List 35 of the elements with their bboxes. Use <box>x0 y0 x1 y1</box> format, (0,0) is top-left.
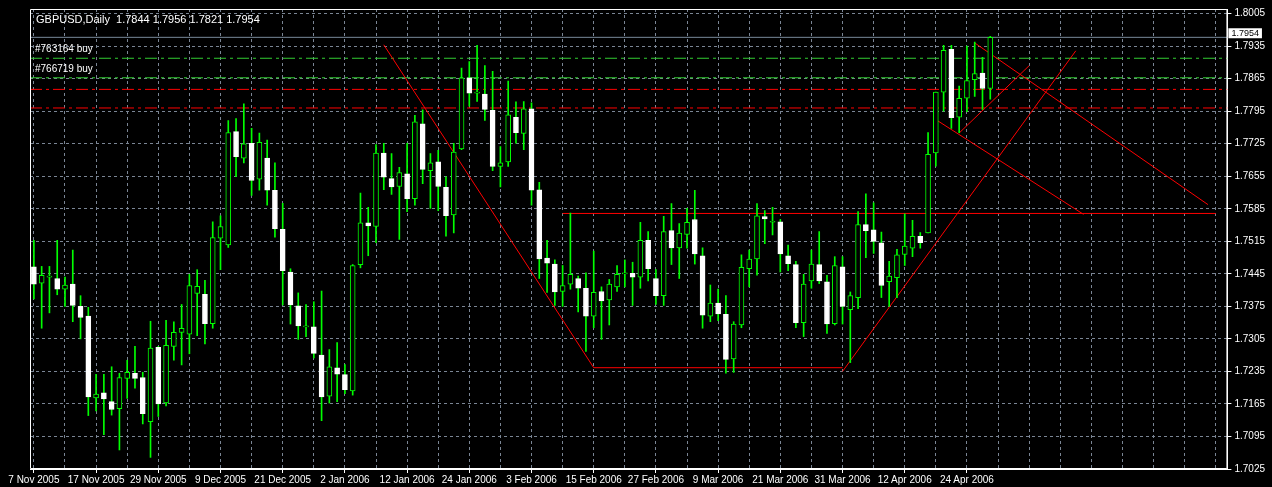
x-tick-label: 21 Mar 2006 <box>752 473 809 485</box>
chart-title: GBPUSD,Daily 1.7844 1.7956 1.7821 1.7954 <box>36 13 260 25</box>
ref-line-label: #766719 buy <box>35 62 93 74</box>
y-tick-label: 1.7795 <box>1234 104 1266 116</box>
y-tick-label: 1.7725 <box>1234 137 1266 149</box>
y-tick-label: 1.7165 <box>1234 397 1266 409</box>
y-tick-label: 1.7445 <box>1234 267 1266 279</box>
x-tick-label: 3 Feb 2006 <box>506 473 558 485</box>
x-tick-label: 31 Mar 2006 <box>814 473 872 485</box>
x-tick-label: 2 Jan 2006 <box>320 473 371 485</box>
y-tick-label: 1.7655 <box>1234 170 1266 182</box>
x-tick-label: 29 Nov 2005 <box>129 473 188 485</box>
y-tick-label: 1.7935 <box>1234 39 1266 51</box>
x-tick-label: 17 Nov 2005 <box>67 473 125 485</box>
y-tick-label: 1.7515 <box>1234 235 1266 247</box>
x-tick-label: 15 Feb 2006 <box>565 473 623 485</box>
y-tick-label: 1.7865 <box>1234 72 1266 84</box>
y-tick-label: 1.7375 <box>1234 300 1266 312</box>
x-tick-label: 7 Nov 2005 <box>8 473 60 485</box>
x-tick-label: 24 Jan 2006 <box>441 473 498 485</box>
x-tick-label: 27 Feb 2006 <box>627 473 685 485</box>
x-tick-label: 9 Dec 2005 <box>194 473 247 485</box>
y-tick-label: 1.7305 <box>1234 332 1266 344</box>
ref-line-label: #763164 buy <box>35 43 93 54</box>
y-tick-label: 1.7025 <box>1234 462 1266 474</box>
x-tick-label: 9 Mar 2006 <box>692 473 744 485</box>
x-tick-label: 12 Apr 2006 <box>877 473 933 485</box>
ref-line-label: 1.7954 <box>1231 27 1259 38</box>
y-tick-label: 1.7585 <box>1234 202 1266 214</box>
x-tick-label: 12 Jan 2006 <box>379 473 436 485</box>
y-tick-label: 1.7235 <box>1234 365 1266 377</box>
y-tick-label: 1.7095 <box>1234 430 1266 442</box>
y-tick-label: 1.8005 <box>1234 7 1266 19</box>
x-tick-label: 21 Dec 2005 <box>254 473 312 485</box>
x-tick-label: 24 Apr 2006 <box>939 473 995 485</box>
